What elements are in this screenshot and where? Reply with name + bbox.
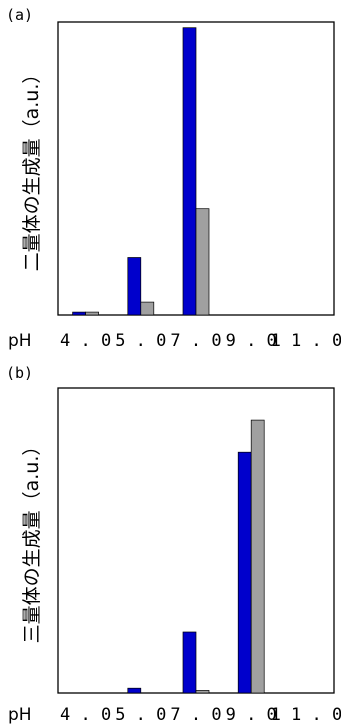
panel-a-bars <box>72 27 210 316</box>
tick-label-a-9-0: 9 . 0 <box>226 331 277 351</box>
bar-a-series2-ph-4-0 <box>85 311 99 316</box>
tick-label-a-4-0: 4 . 0 <box>60 331 111 351</box>
bar-a-series1-ph-4-0 <box>72 311 86 316</box>
bar-a-series2-ph-5-0 <box>140 301 155 316</box>
panel-a-ph-label: pH <box>8 331 32 351</box>
bar-b-series1-ph-5-0 <box>127 687 142 694</box>
panel-b-y-axis-label: 三量体の生成量（a.u.） <box>21 437 43 644</box>
tick-label-b-5-0: 5 . 0 <box>115 705 166 725</box>
tick-label-a-7-0: 7 . 0 <box>170 331 221 351</box>
panel-b-bars <box>127 419 265 694</box>
tick-label-b-4-0: 4 . 0 <box>60 705 111 725</box>
tick-label-b-7-0: 7 . 0 <box>170 705 221 725</box>
tick-label-a-11-0: 1 1 . 0 <box>271 331 341 351</box>
bar-b-series2-ph-9-0 <box>250 419 265 694</box>
tick-label-b-11-0: 1 1 . 0 <box>271 705 341 725</box>
bar-b-series2-ph-7-0 <box>195 690 210 694</box>
panel-a-label: (a) <box>6 6 33 24</box>
bar-b-series1-ph-9-0 <box>237 451 252 694</box>
bar-a-series1-ph-7-0 <box>182 27 197 316</box>
tick-label-b-9-0: 9 . 0 <box>226 705 277 725</box>
bar-a-series2-ph-7-0 <box>195 208 210 316</box>
tick-label-a-5-0: 5 . 0 <box>115 331 166 351</box>
bar-a-series1-ph-5-0 <box>127 257 142 316</box>
panel-b-ph-label: pH <box>8 705 32 725</box>
bar-b-series1-ph-7-0 <box>182 631 197 694</box>
panel-b-label: (b) <box>6 364 33 382</box>
panel-a-y-axis-label: 二量体の生成量（a.u.） <box>21 65 43 272</box>
